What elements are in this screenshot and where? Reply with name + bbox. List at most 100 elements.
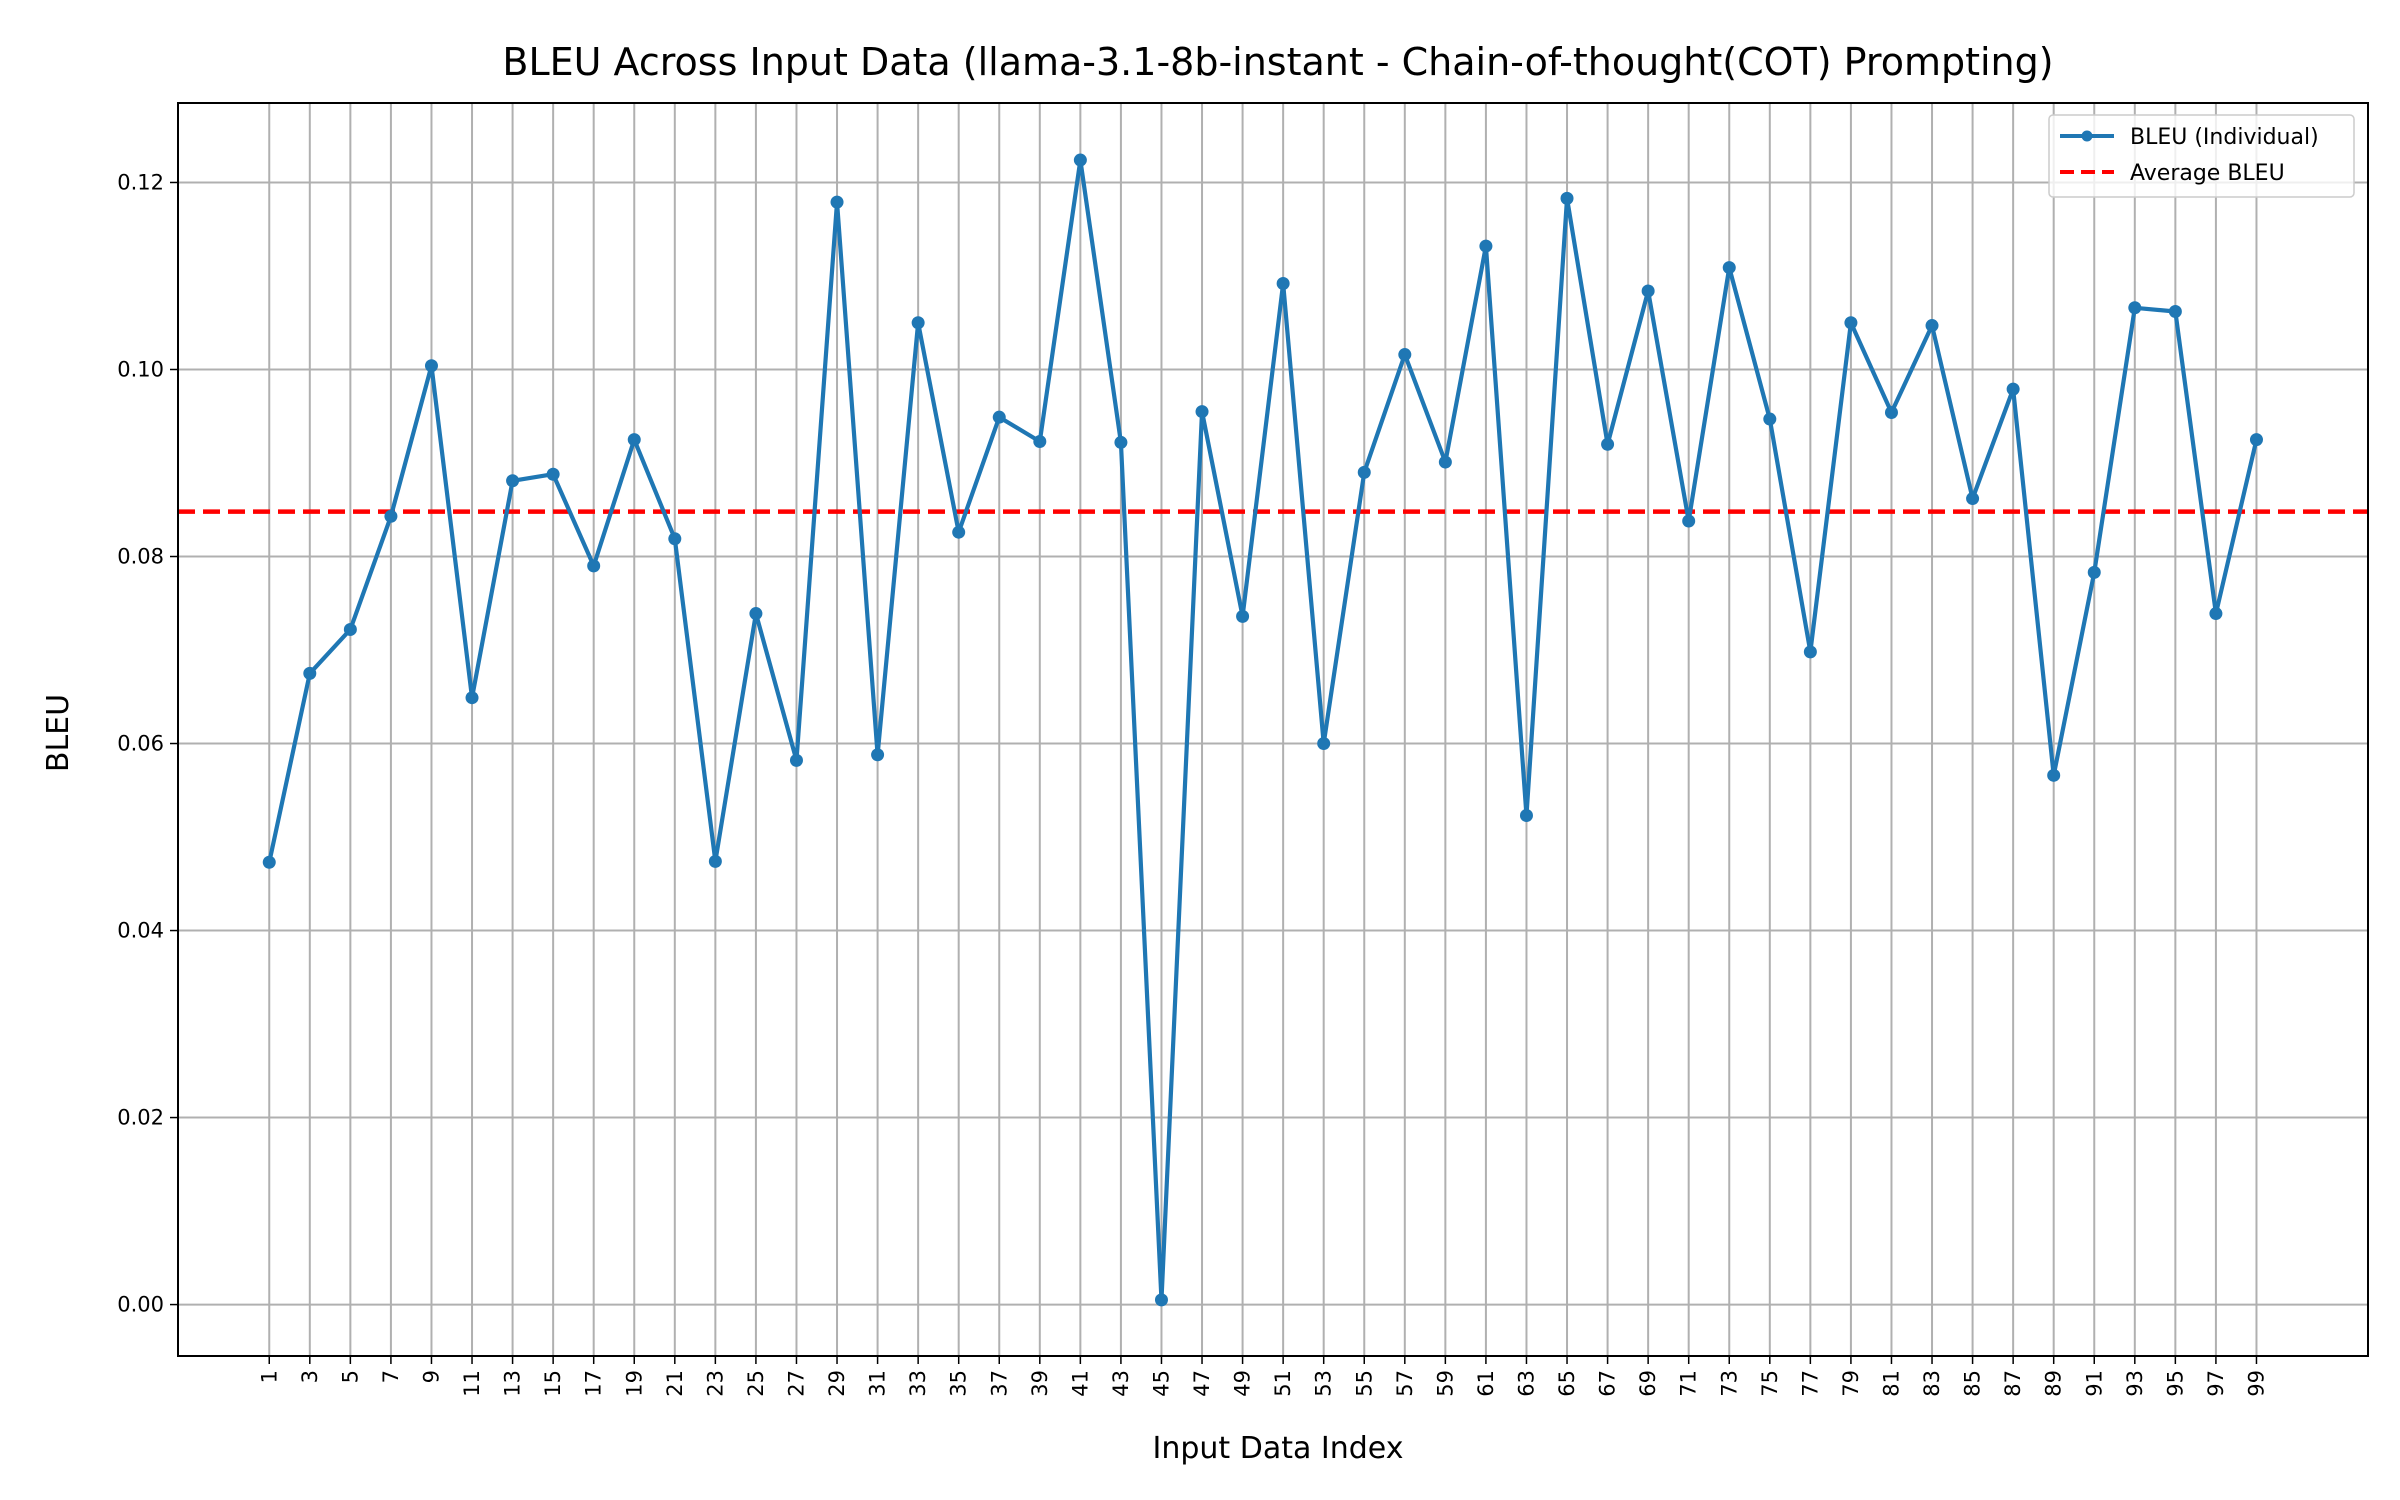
- x-tick-label: 99: [2244, 1370, 2268, 1397]
- bleu-data-point: [2087, 565, 2101, 579]
- x-tick-label: 7: [379, 1370, 403, 1383]
- x-tick-label: 21: [663, 1370, 687, 1397]
- bleu-data-point: [1884, 406, 1898, 420]
- bleu-data-point: [1236, 609, 1250, 623]
- y-tick-label: 0.12: [117, 170, 164, 194]
- bleu-data-point: [1519, 809, 1533, 823]
- bleu-data-point: [1033, 434, 1047, 448]
- x-tick-label: 29: [825, 1370, 849, 1397]
- y-tick-label: 0.00: [117, 1293, 164, 1317]
- plot-frame: [177, 102, 2369, 1357]
- x-tick-label: 69: [1636, 1370, 1660, 1397]
- bleu-data-point: [2209, 607, 2223, 621]
- x-tick-label: 11: [460, 1370, 484, 1397]
- bleu-data-point: [1479, 239, 1493, 253]
- x-tick-label: 37: [987, 1370, 1011, 1397]
- x-tick-label: 67: [1596, 1370, 1620, 1397]
- x-tick-label: 61: [1474, 1370, 1498, 1397]
- x-tick-label: 25: [744, 1370, 768, 1397]
- bleu-data-point: [262, 855, 276, 869]
- x-tick-label: 63: [1514, 1370, 1538, 1397]
- legend-box: [2048, 114, 2355, 198]
- x-tick-label: 17: [582, 1370, 606, 1397]
- x-tick-label: 79: [1839, 1370, 1863, 1397]
- bleu-data-point: [871, 748, 885, 762]
- x-tick-label: 23: [703, 1370, 727, 1397]
- bleu-data-point: [1357, 465, 1371, 479]
- x-tick-label: 75: [1758, 1370, 1782, 1397]
- bleu-data-point: [343, 622, 357, 636]
- x-tick-label: 13: [501, 1370, 525, 1397]
- x-tick-label: 87: [2001, 1370, 2025, 1397]
- bleu-data-point: [952, 525, 966, 539]
- bleu-data-point: [2047, 768, 2061, 782]
- bleu-data-point: [384, 509, 398, 523]
- y-tick-label: 0.06: [117, 732, 164, 756]
- bleu-data-point: [546, 467, 560, 481]
- bleu-data-point: [1925, 319, 1939, 333]
- bleu-data-point: [1682, 514, 1696, 528]
- x-tick-label: 91: [2082, 1370, 2106, 1397]
- bleu-data-point: [506, 474, 520, 488]
- x-tick-label: 51: [1271, 1370, 1295, 1397]
- y-tick-label: 0.04: [117, 919, 164, 943]
- bleu-data-point: [1398, 348, 1412, 362]
- bleu-data-point: [1803, 645, 1817, 659]
- x-tick-label: 43: [1109, 1370, 1133, 1397]
- x-tick-label: 81: [1879, 1370, 1903, 1397]
- bleu-data-point: [708, 854, 722, 868]
- bleu-data-point: [830, 195, 844, 209]
- x-tick-label: 1: [257, 1370, 281, 1383]
- x-tick-label: 77: [1798, 1370, 1822, 1397]
- bleu-data-point: [789, 753, 803, 767]
- series-layer: [262, 153, 2263, 1307]
- x-tick-label: 39: [1028, 1370, 1052, 1397]
- x-tick-label: 5: [338, 1370, 362, 1383]
- bleu-data-point: [1114, 435, 1128, 449]
- x-tick-label: 33: [906, 1370, 930, 1397]
- x-tick-label: 85: [1961, 1370, 1985, 1397]
- bleu-data-point: [1438, 455, 1452, 469]
- bleu-individual-line: [267, 157, 2259, 1302]
- y-axis-label: BLEU: [41, 694, 76, 772]
- y-tick-label: 0.08: [117, 545, 164, 569]
- x-tick-label: 93: [2123, 1370, 2147, 1397]
- grid: [178, 103, 2368, 1356]
- x-tick-label: 83: [1920, 1370, 1944, 1397]
- x-tick-label: 49: [1231, 1370, 1255, 1397]
- bleu-data-point: [424, 359, 438, 373]
- x-tick-label: 53: [1312, 1370, 1336, 1397]
- bleu-data-point: [992, 410, 1006, 424]
- y-tick-label: 0.02: [117, 1106, 164, 1130]
- x-tick-label: 3: [298, 1370, 322, 1383]
- bleu-data-point: [2249, 433, 2263, 447]
- x-tick-label: 57: [1393, 1370, 1417, 1397]
- bleu-data-point: [1844, 316, 1858, 330]
- bleu-data-point: [627, 433, 641, 447]
- x-axis-label: Input Data Index: [1153, 1431, 1404, 1466]
- x-tick-label: 19: [622, 1370, 646, 1397]
- x-tick-label: 45: [1149, 1370, 1173, 1397]
- bleu-data-point: [1154, 1293, 1168, 1307]
- bleu-data-point: [1276, 276, 1290, 290]
- x-tick-label: 65: [1555, 1370, 1579, 1397]
- x-tick-label: 27: [784, 1370, 808, 1397]
- legend-marker-bleu-individual: [2081, 130, 2093, 142]
- bleu-data-point: [1722, 261, 1736, 275]
- x-tick-label: 47: [1190, 1370, 1214, 1397]
- x-tick-label: 41: [1068, 1370, 1092, 1397]
- bleu-data-point: [2128, 301, 2142, 315]
- bleu-data-point: [1763, 412, 1777, 426]
- bleu-data-point: [587, 559, 601, 573]
- ticks: 1 3 5 7 9 11 13 15 17 19 21 23 25 27 29 31 33 35 37 39 41 43 4…: [117, 170, 2268, 1396]
- bleu-data-point: [749, 607, 763, 621]
- x-tick-label: 97: [2204, 1370, 2228, 1397]
- x-tick-label: 31: [866, 1370, 890, 1397]
- bleu-data-point: [1317, 737, 1331, 751]
- legend-label-average-bleu: Average BLEU: [2130, 161, 2285, 186]
- bleu-data-point: [1073, 153, 1087, 167]
- chart-title: BLEU Across Input Data (llama-3.1-8b-ins…: [502, 40, 2053, 84]
